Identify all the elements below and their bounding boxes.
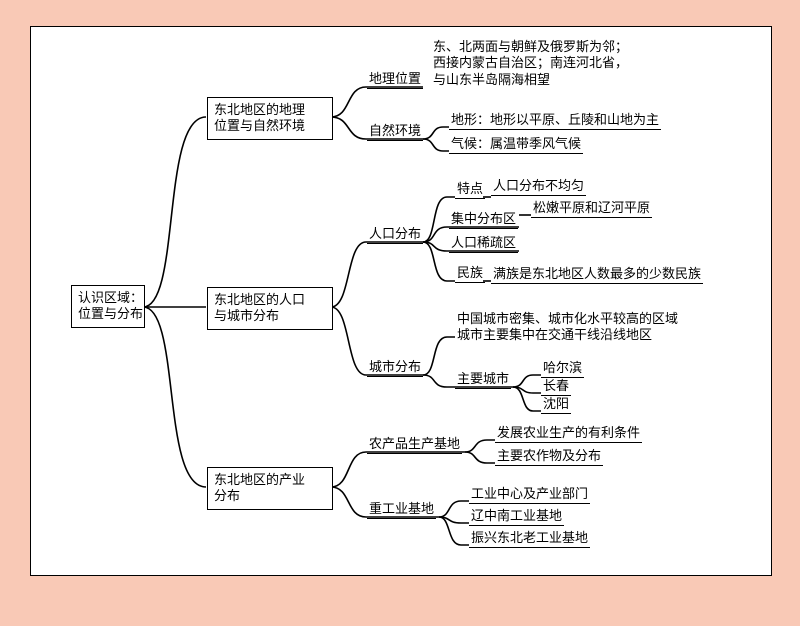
leaf-uneven: 人口分布不均匀 (491, 178, 586, 196)
l4-features: 特点 (455, 181, 485, 199)
l2-industry: 东北地区的产业 分布 (207, 467, 333, 510)
leaf-liaozhongnan: 辽中南工业基地 (469, 508, 564, 526)
leaf-ind-centers: 工业中心及产业部门 (469, 486, 590, 504)
leaf-changchun: 长春 (541, 378, 571, 396)
leaf-manchu: 满族是东北地区人数最多的少数民族 (491, 266, 703, 284)
l3-pop-dist: 人口分布 (367, 226, 423, 244)
leaf-plains: 松嫩平原和辽河平原 (531, 200, 652, 218)
leaf-revive: 振兴东北老工业基地 (469, 530, 590, 548)
leaf-shenyang: 沈阳 (541, 396, 571, 414)
l4-ethnic: 民族 (455, 265, 485, 283)
l2-geo-env: 东北地区的地理 位置与自然环境 (207, 97, 333, 140)
l3-heavy: 重工业基地 (367, 501, 436, 519)
l3-city-dist: 城市分布 (367, 359, 423, 377)
l2-pop-city: 东北地区的人口 与城市分布 (207, 287, 333, 330)
leaf-climate: 气候：属温带季风气候 (449, 136, 583, 154)
diagram-canvas: 认识区域： 位置与分布 东北地区的地理 位置与自然环境 东北地区的人口 与城市分… (30, 26, 772, 576)
leaf-geo-desc: 东、北两面与朝鲜及俄罗斯为邻； 西接内蒙古自治区；南连河北省， 与山东半岛隔海相… (431, 39, 630, 89)
leaf-terrain: 地形：地形以平原、丘陵和山地为主 (449, 112, 661, 130)
l4-conc: 集中分布区 (449, 211, 518, 229)
leaf-agri-crops: 主要农作物及分布 (495, 448, 603, 466)
leaf-harbin: 哈尔滨 (541, 360, 584, 378)
l3-geo-location: 地理位置 (367, 71, 423, 89)
l3-agri: 农产品生产基地 (367, 436, 462, 454)
leaf-agri-adv: 发展农业生产的有利条件 (495, 425, 642, 443)
l4-major-cities: 主要城市 (455, 371, 511, 389)
root-node: 认识区域： 位置与分布 (71, 285, 145, 328)
l4-sparse: 人口稀疏区 (449, 235, 518, 253)
l3-nat-env: 自然环境 (367, 123, 423, 141)
leaf-city-desc: 中国城市密集、城市化水平较高的区域 城市主要集中在交通干线沿线地区 (455, 311, 680, 345)
